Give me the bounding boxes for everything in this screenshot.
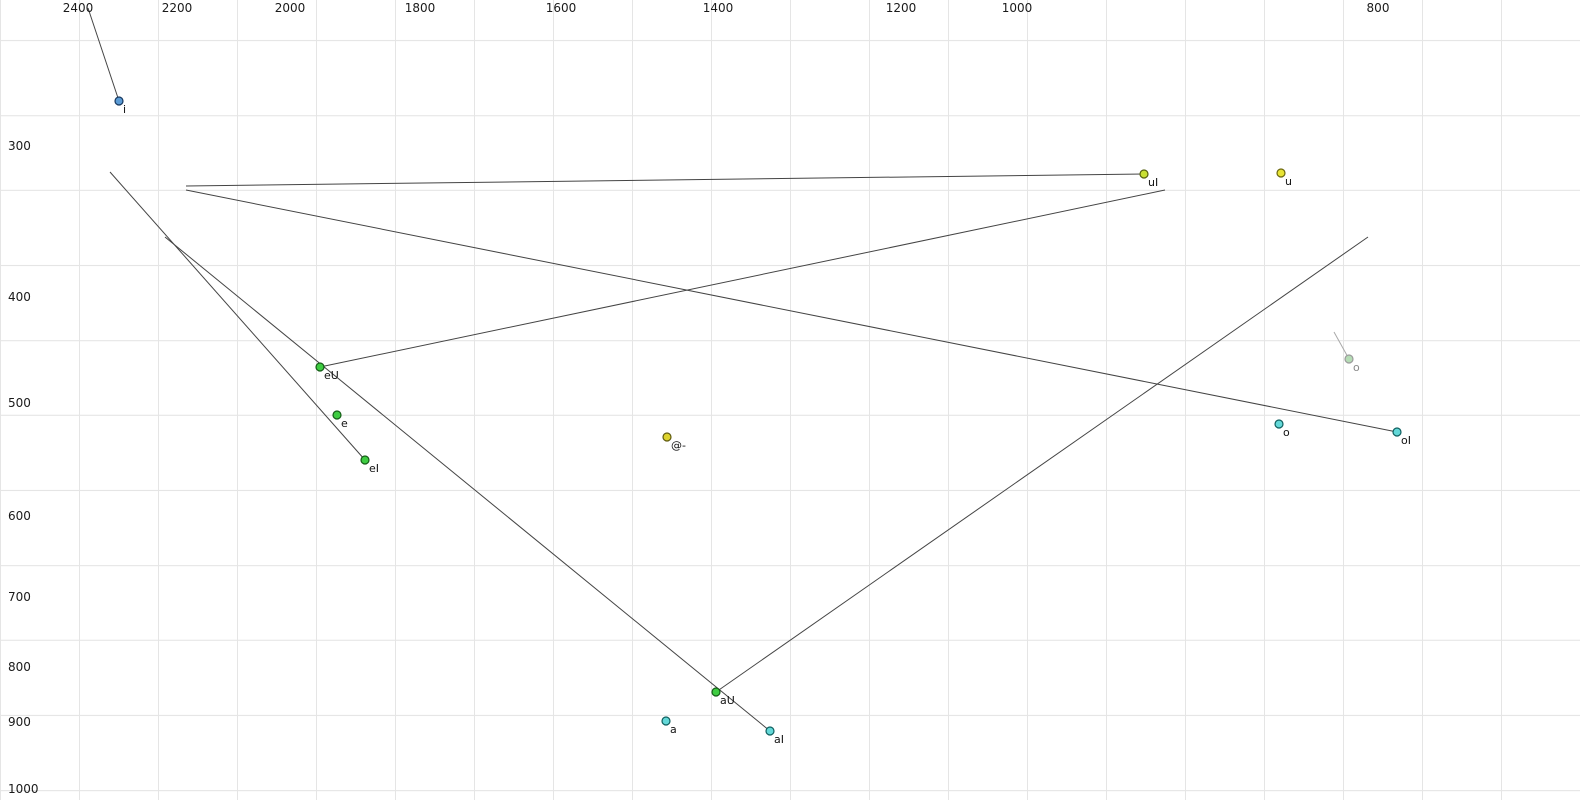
point-eU [315,362,325,372]
point-@- [662,432,672,442]
eU-trajectory [319,189,1166,368]
point-eI [360,455,370,465]
point-u [1276,168,1286,178]
point-e [332,410,342,420]
point-aU [711,687,721,697]
uI-trajectory [185,173,1145,187]
point-o [1344,354,1354,364]
point-aI [765,726,775,736]
o-trajectory [1333,331,1350,360]
point-uI [1139,169,1149,179]
aI-trajectory [164,236,771,732]
point-i [114,96,124,106]
eI-trajectory [109,171,366,461]
i-trajectory [87,7,120,102]
point-a [661,716,671,726]
point-o [1274,419,1284,429]
point-oI [1392,427,1402,437]
aU-trajectory [715,236,1369,693]
oI-trajectory [185,189,1398,433]
